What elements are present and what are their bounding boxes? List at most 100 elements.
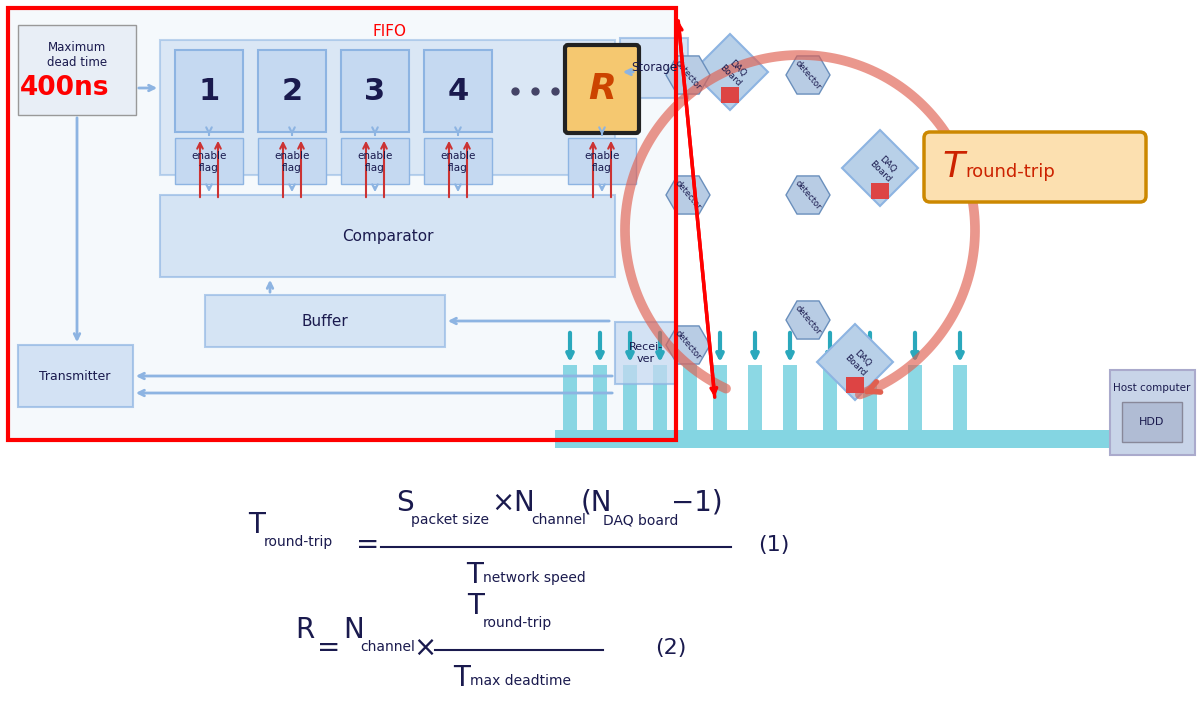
Text: enable: enable [191, 151, 227, 161]
Bar [593, 365, 607, 430]
Text: =: = [317, 634, 340, 662]
Text: 3: 3 [364, 77, 386, 106]
Bar [18, 25, 136, 115]
Text: max deadtime: max deadtime [470, 674, 571, 688]
Bar [721, 87, 739, 103]
Text: =: = [356, 531, 380, 559]
Bar [8, 8, 676, 440]
Text: T: T [942, 150, 964, 184]
Text: detector: detector [673, 178, 703, 211]
Text: (2): (2) [655, 638, 686, 658]
Text: Host computer: Host computer [1113, 383, 1191, 393]
Text: N: N [343, 616, 364, 644]
Text: 1: 1 [198, 77, 220, 106]
FancyBboxPatch shape [1109, 370, 1195, 455]
Text: (1): (1) [758, 535, 790, 555]
Bar [953, 365, 966, 430]
Bar [863, 365, 877, 430]
Text: round-trip: round-trip [483, 616, 552, 630]
Text: DAQ
Board: DAQ Board [718, 56, 750, 88]
Bar [341, 50, 409, 132]
Text: enable: enable [357, 151, 393, 161]
Text: Buffer: Buffer [302, 313, 349, 329]
Bar [783, 365, 797, 430]
Bar [563, 365, 577, 430]
Text: round-trip: round-trip [264, 535, 333, 549]
Bar [615, 322, 677, 384]
Bar [846, 377, 864, 393]
Polygon shape [692, 34, 768, 110]
Text: round-trip: round-trip [965, 163, 1055, 181]
Polygon shape [817, 324, 893, 400]
Text: ×: × [413, 634, 436, 662]
Polygon shape [841, 130, 918, 206]
Text: flag: flag [365, 163, 385, 173]
Text: detector: detector [793, 303, 823, 337]
Bar [871, 183, 889, 199]
Bar [653, 365, 667, 430]
Text: network speed: network speed [483, 571, 585, 585]
Bar [424, 138, 492, 184]
Bar [8, 8, 676, 440]
Text: −1): −1) [671, 489, 722, 517]
Text: Comparator: Comparator [343, 229, 434, 243]
Text: enable: enable [440, 151, 476, 161]
Text: 2: 2 [281, 77, 303, 106]
Bar [748, 365, 762, 430]
Text: flag: flag [200, 163, 219, 173]
Text: Transmitter: Transmitter [40, 369, 111, 382]
Bar [569, 138, 636, 184]
FancyBboxPatch shape [565, 45, 639, 133]
Text: HDD: HDD [1139, 417, 1165, 427]
Text: T: T [453, 664, 470, 692]
Text: DAQ board: DAQ board [603, 513, 678, 527]
Text: detector: detector [793, 59, 823, 91]
Text: DAQ
Board: DAQ Board [843, 346, 875, 378]
Bar [713, 365, 727, 430]
Bar [160, 40, 615, 175]
Bar [160, 195, 615, 277]
FancyBboxPatch shape [924, 132, 1146, 202]
Text: flag: flag [282, 163, 302, 173]
Text: flag: flag [593, 163, 612, 173]
Bar [258, 138, 326, 184]
Bar [623, 365, 637, 430]
Text: Storage: Storage [631, 62, 677, 75]
Bar [1121, 402, 1182, 442]
Text: ×: × [490, 489, 514, 517]
Bar [206, 295, 445, 347]
Bar [258, 50, 326, 132]
Text: T: T [248, 511, 264, 539]
Text: DAQ
Board: DAQ Board [868, 152, 900, 184]
Text: packet size: packet size [411, 513, 489, 527]
Text: Maximum
dead time: Maximum dead time [47, 41, 107, 69]
Bar [555, 430, 1125, 448]
Bar [341, 138, 409, 184]
Bar [424, 50, 492, 132]
Text: 4: 4 [447, 77, 469, 106]
Bar [175, 50, 243, 132]
Bar [620, 38, 688, 98]
Text: flag: flag [448, 163, 468, 173]
Text: enable: enable [274, 151, 310, 161]
Text: R: R [588, 72, 615, 106]
Text: R: R [294, 616, 314, 644]
Text: channel: channel [361, 640, 415, 654]
Text: detector: detector [673, 59, 703, 91]
Text: detector: detector [793, 178, 823, 211]
Text: Recei-
ver: Recei- ver [629, 342, 664, 363]
Bar [908, 365, 922, 430]
Bar [18, 345, 133, 407]
Text: channel: channel [531, 513, 585, 527]
Text: T: T [468, 592, 484, 620]
Text: enable: enable [584, 151, 620, 161]
Bar [175, 138, 243, 184]
Text: S: S [395, 489, 413, 517]
Text: detector: detector [673, 329, 703, 361]
Text: N: N [513, 489, 534, 517]
Text: (N: (N [581, 489, 613, 517]
Text: FIFO: FIFO [373, 25, 407, 40]
Bar [823, 365, 837, 430]
Bar [683, 365, 697, 430]
Text: 400ns: 400ns [20, 75, 109, 101]
